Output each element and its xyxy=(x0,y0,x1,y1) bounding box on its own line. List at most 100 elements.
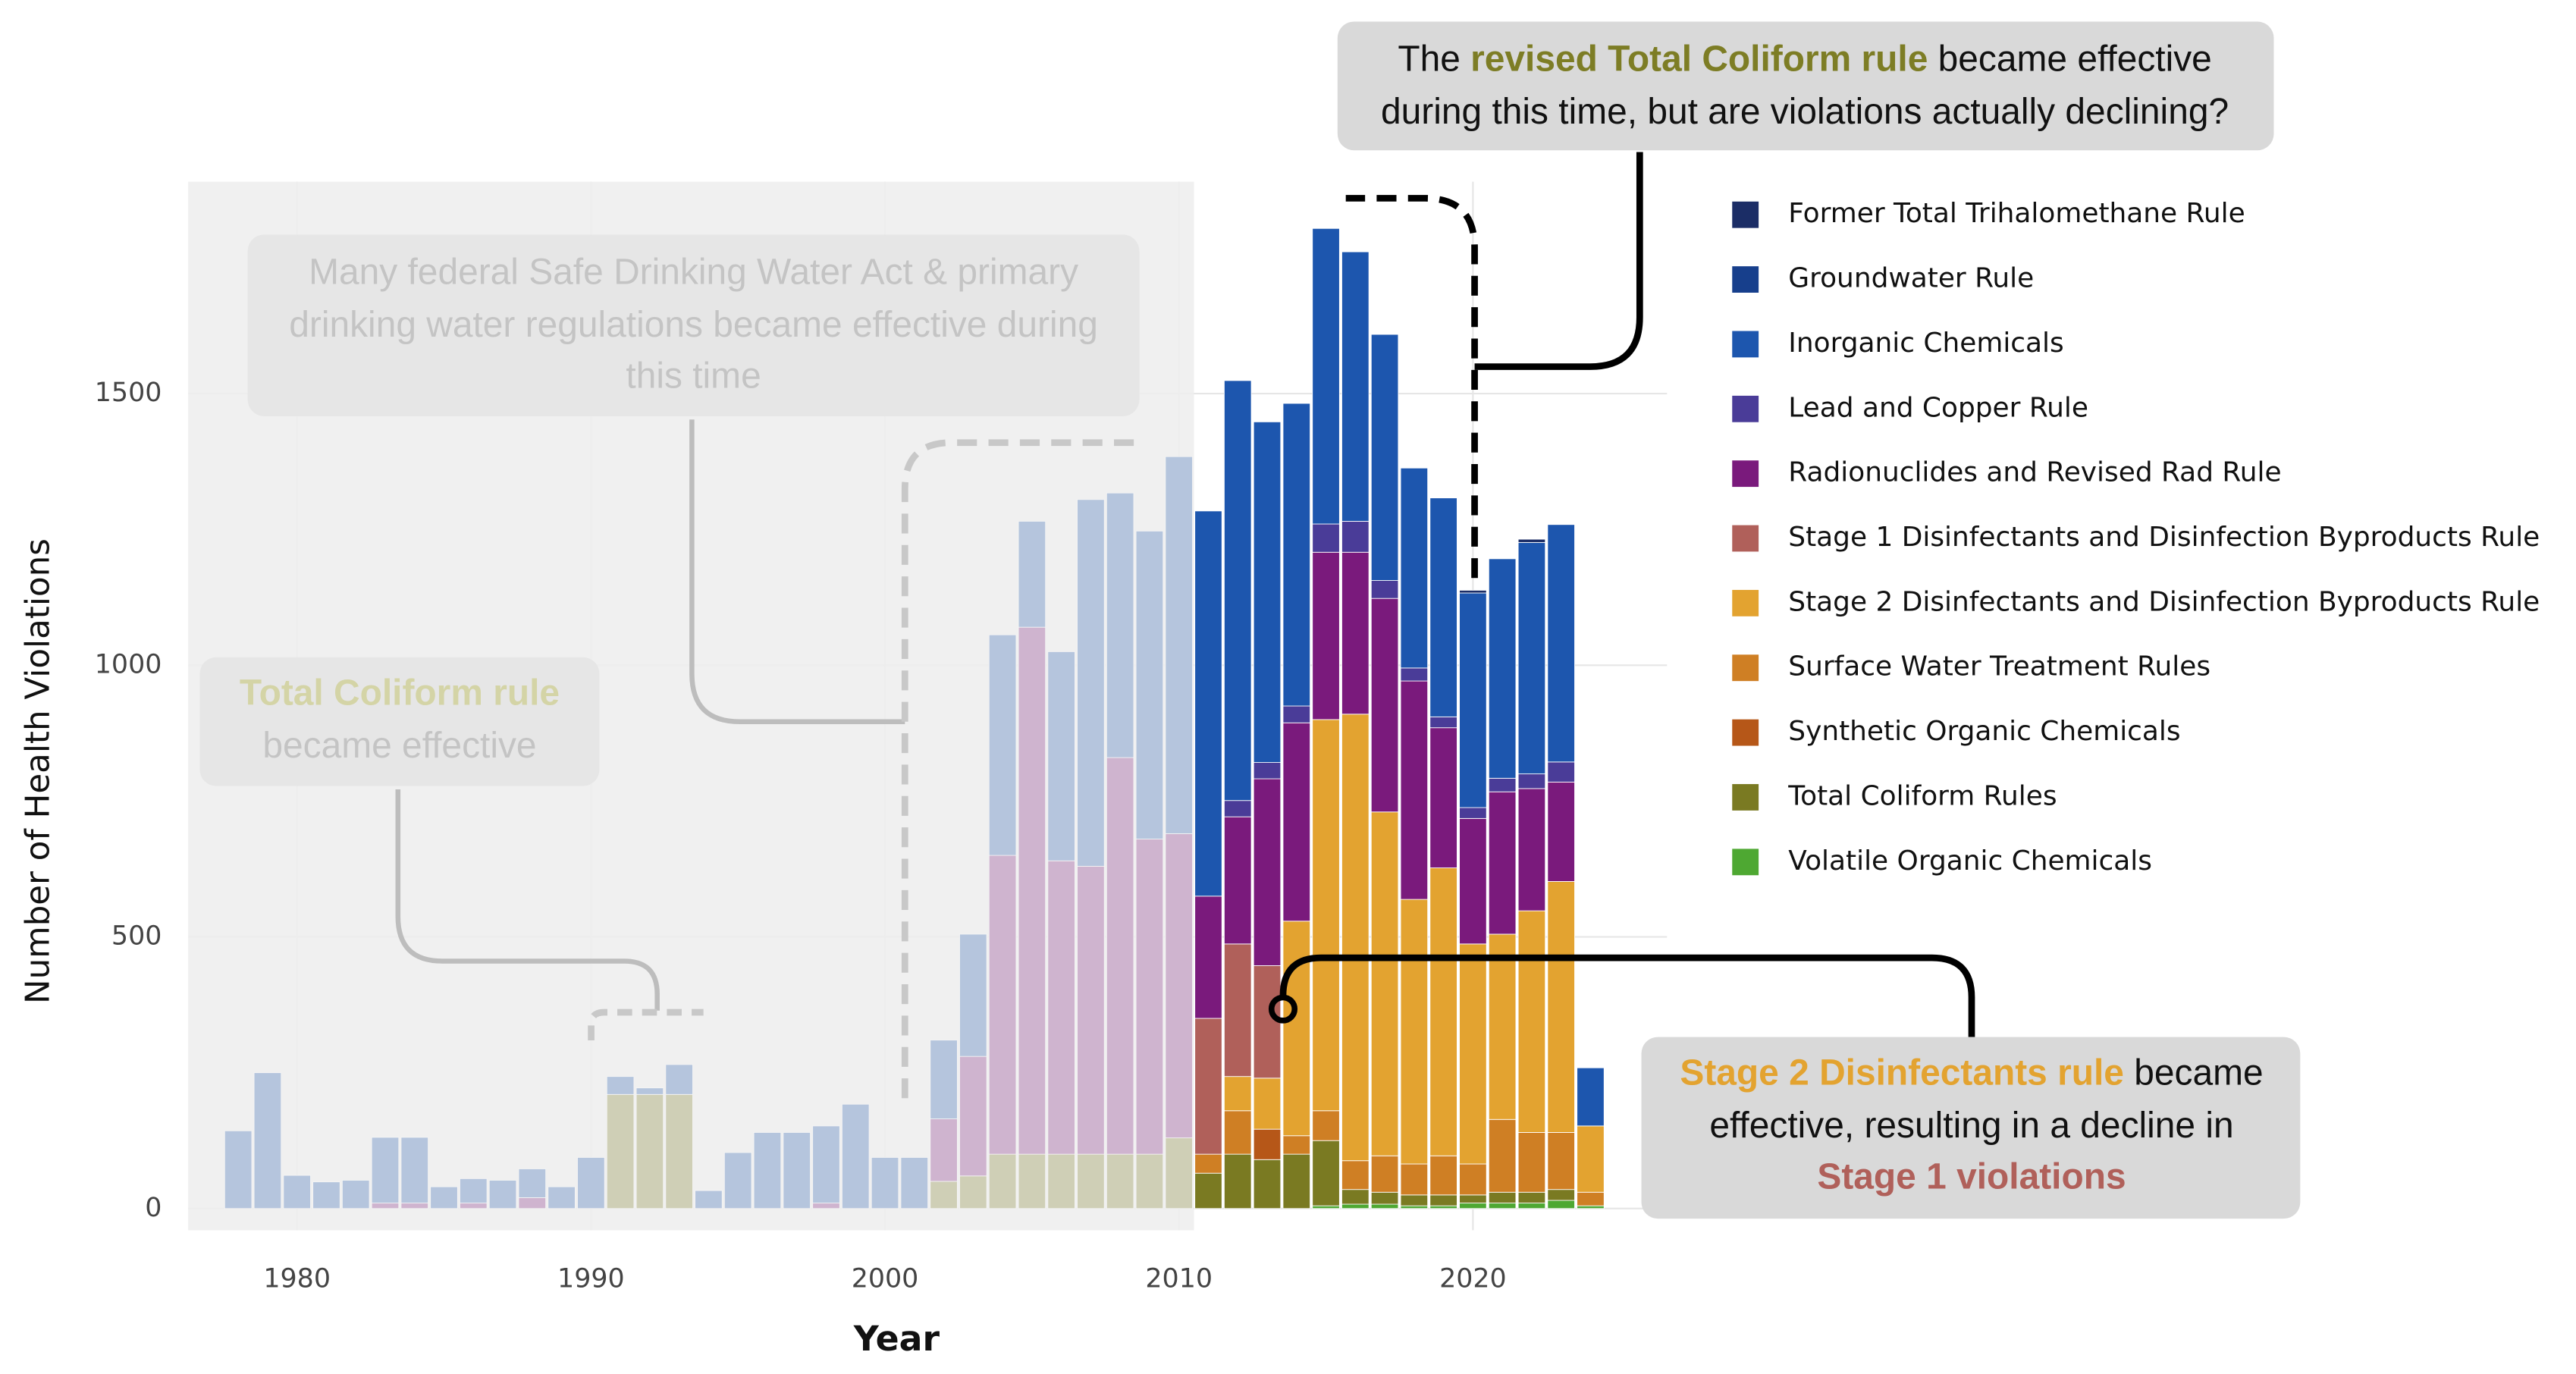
bar-segment xyxy=(1370,1203,1399,1209)
legend-swatch xyxy=(1732,784,1759,811)
bar-segment xyxy=(1223,1153,1252,1209)
bar-segment xyxy=(1547,1132,1575,1190)
bar-segment xyxy=(1223,1076,1252,1112)
annotation-line: effective, resulting in a decline in xyxy=(1709,1106,2233,1146)
legend-swatch xyxy=(1732,331,1759,358)
bar-segment xyxy=(1577,1125,1605,1193)
annotation-line: Stage 2 Disinfectants rule became xyxy=(1680,1052,2263,1093)
bar-segment xyxy=(1400,1194,1429,1206)
connector xyxy=(689,419,905,724)
bar-segment xyxy=(1429,1155,1457,1196)
legend-label: Groundwater Rule xyxy=(1788,263,2034,294)
connector-dashed xyxy=(588,1009,704,1040)
bar-segment xyxy=(1459,592,1487,808)
y-axis-title: Number of Health Violations xyxy=(19,538,57,1004)
bar-segment xyxy=(1370,580,1399,599)
legend-swatch xyxy=(1732,201,1759,228)
bar-segment xyxy=(1459,817,1487,945)
bar-segment xyxy=(1312,551,1340,720)
connectors xyxy=(395,152,1975,1099)
legend-label: Former Total Trihalomethane Rule xyxy=(1788,198,2245,229)
bar-segment xyxy=(1517,538,1546,543)
bar-segment xyxy=(1459,807,1487,819)
bar-segment xyxy=(1341,1189,1370,1205)
bar-segment xyxy=(1282,403,1311,707)
bar-segment xyxy=(1488,777,1517,792)
bar-segment xyxy=(1400,467,1429,669)
bar-segment xyxy=(1370,598,1399,813)
bar-segment xyxy=(1459,1163,1487,1196)
legend-label: Radionuclides and Revised Rad Rule xyxy=(1788,457,2281,488)
annotation-highlight: Stage 1 violations xyxy=(1817,1157,2126,1197)
bar-segment xyxy=(1429,497,1457,717)
legend-swatch xyxy=(1732,589,1759,616)
bar-segment xyxy=(1282,921,1311,1137)
legend-label: Surface Water Treatment Rules xyxy=(1788,651,2210,682)
legend-swatch xyxy=(1732,654,1759,682)
annotation-text: The xyxy=(1398,39,1470,79)
x-tick-label: 1990 xyxy=(557,1264,625,1294)
bar-segment xyxy=(1459,1194,1487,1204)
bar-segment xyxy=(1488,1191,1517,1204)
y-tick-label: 0 xyxy=(145,1193,162,1223)
annotation-text: became effective xyxy=(1928,39,2211,79)
bar-segment xyxy=(1341,551,1370,715)
bar-segment xyxy=(1517,541,1546,775)
bar-segment xyxy=(1223,816,1252,945)
bar-segment xyxy=(1194,1172,1222,1209)
bar-segment xyxy=(1517,773,1546,789)
bar-segment xyxy=(1370,1155,1399,1193)
bar-segment xyxy=(1400,1205,1429,1209)
connector xyxy=(395,789,660,1011)
y-tick-label: 1500 xyxy=(95,378,162,408)
bar-segment xyxy=(1517,910,1546,1133)
bar-segment xyxy=(1429,716,1457,729)
bar-segment xyxy=(1312,227,1340,525)
bar-segment xyxy=(1194,896,1222,1019)
legend-swatch xyxy=(1732,525,1759,552)
bar-segment xyxy=(1341,714,1370,1162)
bar-segment xyxy=(1547,761,1575,783)
legend-swatch xyxy=(1732,849,1759,876)
bar-segment xyxy=(1312,1140,1340,1206)
bar-segment xyxy=(1429,727,1457,868)
bar-segment xyxy=(1488,1203,1517,1209)
annotation-box xyxy=(1641,1037,2301,1219)
annotation-line: Many federal Safe Drinking Water Act & p… xyxy=(309,252,1078,292)
annotation-box xyxy=(247,234,1140,416)
bar-segment xyxy=(1341,1160,1370,1190)
bar-segment xyxy=(1194,1018,1222,1155)
legend-label: Stage 1 Disinfectants and Disinfection B… xyxy=(1788,522,2540,553)
legend-label: Volatile Organic Chemicals xyxy=(1788,845,2152,877)
bar-segment xyxy=(1194,510,1222,897)
annotation-highlight: Stage 2 Disinfectants rule xyxy=(1680,1052,2124,1093)
bar-segment xyxy=(1517,1203,1546,1209)
bar-segment xyxy=(1547,524,1575,763)
bar-segment xyxy=(1194,1153,1222,1174)
connector xyxy=(1474,152,1643,370)
bar-segment xyxy=(1577,1067,1605,1127)
annotation-box xyxy=(1337,21,2274,151)
bar-segment xyxy=(1400,667,1429,682)
bar-segment xyxy=(1253,762,1282,780)
legend-label: Lead and Copper Rule xyxy=(1788,392,2088,423)
bar-segment xyxy=(1223,1110,1252,1155)
legend-swatch xyxy=(1732,395,1759,422)
bar-segment xyxy=(1223,380,1252,802)
bar-segment xyxy=(1429,1205,1457,1209)
bar-segment xyxy=(1370,334,1399,581)
bar-segment xyxy=(1253,1078,1282,1130)
bar-segment xyxy=(1517,788,1546,911)
annotation-line: The revised Total Coliform rule became e… xyxy=(1398,39,2212,79)
y-tick-label: 500 xyxy=(111,921,162,952)
bar-segment xyxy=(1282,722,1311,922)
bar-segment xyxy=(1547,1189,1575,1201)
bar-segment xyxy=(1488,558,1517,779)
legend-swatch xyxy=(1732,460,1759,488)
bar-segment xyxy=(1312,1205,1340,1209)
bar-segment xyxy=(1488,791,1517,935)
bar-segment xyxy=(1459,590,1487,594)
bar-segment xyxy=(1223,943,1252,1078)
